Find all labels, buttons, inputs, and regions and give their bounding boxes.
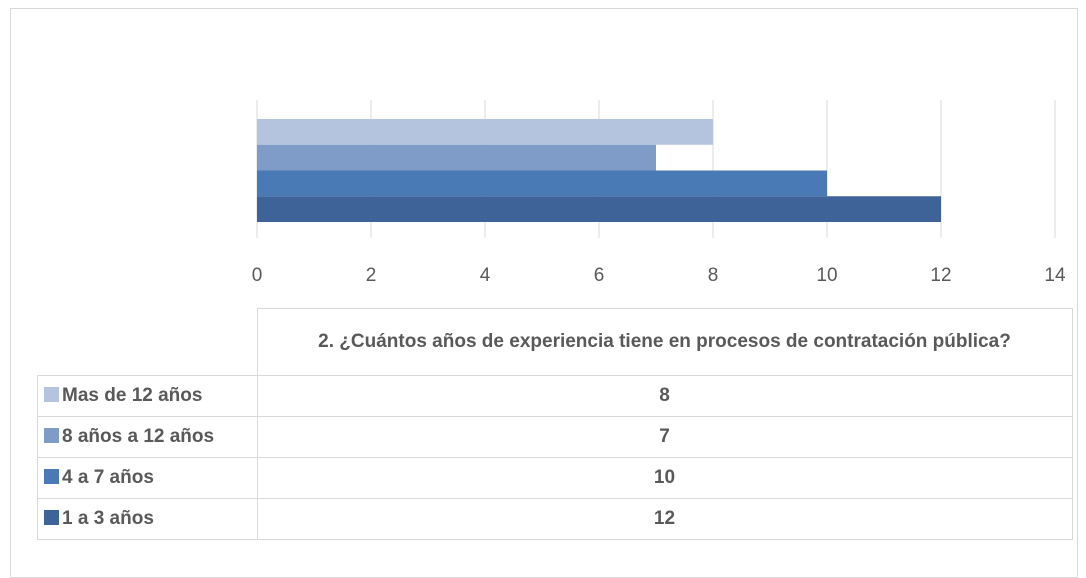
- legend-key: [44, 387, 59, 402]
- value-cell: 8: [256, 375, 1073, 417]
- bar: [257, 170, 827, 197]
- legend-label: Mas de 12 años: [62, 385, 203, 406]
- bar: [257, 196, 941, 222]
- legend-key: [44, 469, 59, 484]
- x-tick-label: 4: [480, 265, 491, 286]
- data-table-body: 2. ¿Cuántos años de experiencia tiene en…: [37, 308, 1073, 540]
- legend-cell: Mas de 12 años: [37, 375, 258, 417]
- table-row: Mas de 12 años 8: [37, 375, 1073, 417]
- bar: [257, 119, 713, 145]
- table-row: 1 a 3 años 12: [37, 498, 1073, 540]
- x-tick-label: 14: [1044, 265, 1066, 286]
- chart: 0 2 4 6 8 10 12 14: [252, 100, 1066, 286]
- value-cell: 10: [256, 457, 1073, 499]
- legend-key: [44, 428, 59, 443]
- bar: [257, 144, 656, 171]
- legend-label: 1 a 3 años: [62, 508, 154, 529]
- legend-label: 4 a 7 años: [62, 467, 154, 488]
- value-cell: 12: [256, 498, 1073, 540]
- table-header-row: 2. ¿Cuántos años de experiencia tiene en…: [37, 308, 1073, 376]
- legend-cell: 8 años a 12 años: [37, 416, 258, 458]
- x-tick-label: 12: [930, 265, 951, 286]
- legend-cell: 1 a 3 años: [37, 498, 258, 540]
- x-tick-label: 0: [252, 265, 263, 286]
- blank-cell: [37, 308, 258, 376]
- table-row: 8 años a 12 años 7: [37, 416, 1073, 458]
- x-tick-label: 8: [708, 265, 719, 286]
- category-label: 2. ¿Cuántos años de experiencia tiene en…: [318, 331, 1011, 352]
- x-tick-label: 6: [594, 265, 605, 286]
- legend-label: 8 años a 12 años: [62, 426, 215, 447]
- data-table: 2. ¿Cuántos años de experiencia tiene en…: [37, 308, 1073, 540]
- table-header: 2. ¿Cuántos años de experiencia tiene en…: [256, 308, 1073, 376]
- value-cell: 7: [256, 416, 1073, 458]
- legend-key: [44, 510, 59, 525]
- x-tick-label: 10: [816, 265, 837, 286]
- table-row: 4 a 7 años 10: [37, 457, 1073, 499]
- legend-cell: 4 a 7 años: [37, 457, 258, 499]
- x-tick-label: 2: [366, 265, 377, 286]
